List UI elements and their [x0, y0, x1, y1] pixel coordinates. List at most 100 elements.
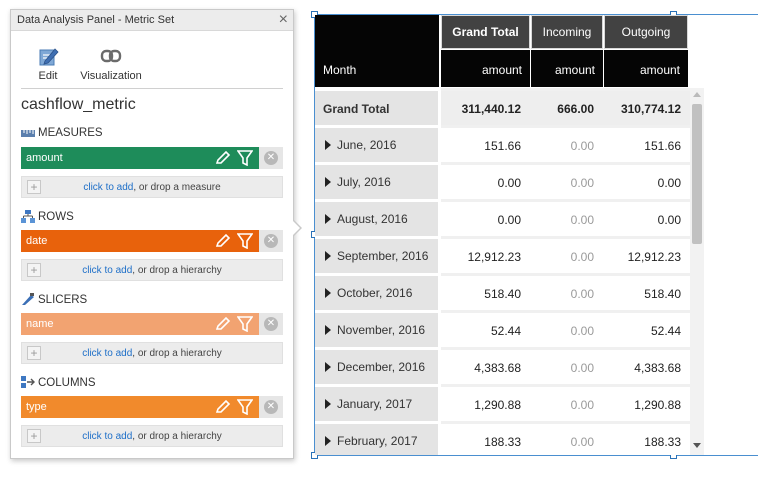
- rows-click-to-add-link[interactable]: click to add: [82, 265, 133, 276]
- table-cell: 0.00: [530, 347, 603, 384]
- measure-header: amount: [441, 50, 530, 87]
- columns-drop-zone[interactable]: + click to add, or drop a hierarchy: [21, 425, 283, 447]
- table-cell: 0.00: [530, 162, 603, 199]
- close-icon[interactable]: ×: [278, 11, 288, 28]
- measures-drop-hint: , or drop a measure: [133, 182, 221, 193]
- link-visualization-icon: [79, 44, 143, 70]
- columns-section-label: COLUMNS: [21, 376, 96, 392]
- rows-hierarchy-icon: [21, 210, 35, 226]
- add-icon[interactable]: +: [27, 263, 41, 277]
- expand-arrow-icon[interactable]: [325, 288, 331, 298]
- table-cell: 52.44: [603, 310, 690, 347]
- table-row-label[interactable]: November, 2016: [315, 310, 441, 347]
- filter-icon[interactable]: [236, 150, 254, 167]
- row-header-month[interactable]: Month: [315, 50, 439, 87]
- table-row-label[interactable]: February, 2017: [315, 421, 441, 455]
- corner-header: [315, 15, 439, 50]
- filter-icon[interactable]: [236, 316, 254, 333]
- pencil-icon[interactable]: [215, 399, 231, 414]
- col-header-incoming[interactable]: Incoming: [531, 15, 603, 49]
- slicers-click-to-add-link[interactable]: click to add: [82, 348, 133, 359]
- add-icon[interactable]: +: [27, 429, 41, 443]
- scroll-down-arrow-icon[interactable]: [693, 443, 701, 448]
- remove-icon[interactable]: ✕: [264, 234, 278, 248]
- panel-pointer-inner: [292, 220, 300, 236]
- grand-total-cell: 666.00: [530, 88, 603, 125]
- table-row-label[interactable]: August, 2016: [315, 199, 441, 236]
- table-row-label[interactable]: September, 2016: [315, 236, 441, 273]
- visualization-button[interactable]: Visualization: [79, 44, 143, 82]
- slicer-chip-name[interactable]: name ✕: [21, 313, 283, 335]
- month-label: January, 2017: [337, 397, 413, 411]
- table-row-label[interactable]: December, 2016: [315, 347, 441, 384]
- table-cell: 4,383.68: [603, 347, 690, 384]
- columns-click-to-add-link[interactable]: click to add: [82, 431, 133, 442]
- table-cell: 151.66: [603, 125, 690, 162]
- expand-arrow-icon[interactable]: [325, 325, 331, 335]
- table-cell: 0.00: [603, 162, 690, 199]
- pencil-icon[interactable]: [215, 233, 231, 248]
- table-cell: 12,912.23: [603, 236, 690, 273]
- filter-icon[interactable]: [236, 399, 254, 416]
- expand-arrow-icon[interactable]: [325, 177, 331, 187]
- table-row-label[interactable]: January, 2017: [315, 384, 441, 421]
- measures-click-to-add-link[interactable]: click to add: [83, 182, 134, 193]
- measure-header: amount: [531, 50, 603, 87]
- pencil-icon[interactable]: [215, 150, 231, 165]
- panel-title: Data Analysis Panel - Metric Set: [17, 14, 175, 26]
- expand-arrow-icon[interactable]: [325, 140, 331, 150]
- columns-icon: [21, 376, 35, 392]
- slicers-drop-hint: , or drop a hierarchy: [132, 348, 222, 359]
- rows-drop-zone[interactable]: + click to add, or drop a hierarchy: [21, 259, 283, 281]
- col-header-grand-total[interactable]: Grand Total: [441, 15, 530, 49]
- table-row-label[interactable]: July, 2016: [315, 162, 441, 199]
- remove-icon[interactable]: ✕: [264, 151, 278, 165]
- resize-handle-bottom-left[interactable]: [311, 452, 318, 459]
- chip-fill: [21, 230, 259, 252]
- month-label: August, 2016: [337, 212, 408, 226]
- slicers-drop-zone[interactable]: + click to add, or drop a hierarchy: [21, 342, 283, 364]
- remove-icon[interactable]: ✕: [264, 400, 278, 414]
- slicers-label: SLICERS: [38, 294, 88, 306]
- measures-label: MEASURES: [38, 127, 103, 139]
- expand-arrow-icon[interactable]: [325, 214, 331, 224]
- table-cell: 188.33: [441, 421, 530, 455]
- table-cell: 188.33: [603, 421, 690, 455]
- panel-title-bar[interactable]: Data Analysis Panel - Metric Set ×: [11, 10, 293, 31]
- table-cell: 0.00: [530, 199, 603, 236]
- col-header-outgoing[interactable]: Outgoing: [604, 15, 688, 49]
- data-analysis-panel: Data Analysis Panel - Metric Set × Edit …: [10, 9, 294, 459]
- table-cell: 0.00: [530, 421, 603, 455]
- edit-button[interactable]: Edit: [37, 44, 59, 82]
- table-cell: 518.40: [603, 273, 690, 310]
- edit-label: Edit: [38, 70, 58, 82]
- row-chip-date[interactable]: date ✕: [21, 230, 283, 252]
- grand-total-row-label: Grand Total: [315, 88, 441, 125]
- resize-handle-top-left[interactable]: [311, 11, 318, 18]
- add-icon[interactable]: +: [27, 180, 41, 194]
- measure-chip-amount[interactable]: amount ✕: [21, 147, 283, 169]
- metric-set-name[interactable]: cashflow_metric: [21, 96, 136, 113]
- chip-fill: [21, 147, 259, 169]
- scrollbar-thumb[interactable]: [692, 104, 702, 244]
- slicers-section-label: SLICERS: [21, 293, 87, 309]
- expand-arrow-icon[interactable]: [325, 436, 331, 446]
- month-label: July, 2016: [337, 175, 391, 189]
- table-row-label[interactable]: October, 2016: [315, 273, 441, 310]
- table-cell: 4,383.68: [441, 347, 530, 384]
- add-icon[interactable]: +: [27, 346, 41, 360]
- row-chip-label: date: [26, 235, 48, 247]
- expand-arrow-icon[interactable]: [325, 251, 331, 261]
- scroll-up-arrow-icon[interactable]: [693, 92, 701, 97]
- table-cell: 518.40: [441, 273, 530, 310]
- expand-arrow-icon[interactable]: [325, 399, 331, 409]
- column-chip-type[interactable]: type ✕: [21, 396, 283, 418]
- measures-drop-zone[interactable]: + click to add, or drop a measure: [21, 176, 283, 198]
- table-cell: 1,290.88: [603, 384, 690, 421]
- table-row-label[interactable]: June, 2016: [315, 125, 441, 162]
- remove-icon[interactable]: ✕: [264, 317, 278, 331]
- month-label: October, 2016: [337, 286, 413, 300]
- expand-arrow-icon[interactable]: [325, 362, 331, 372]
- filter-icon[interactable]: [236, 233, 254, 250]
- pencil-icon[interactable]: [215, 316, 231, 331]
